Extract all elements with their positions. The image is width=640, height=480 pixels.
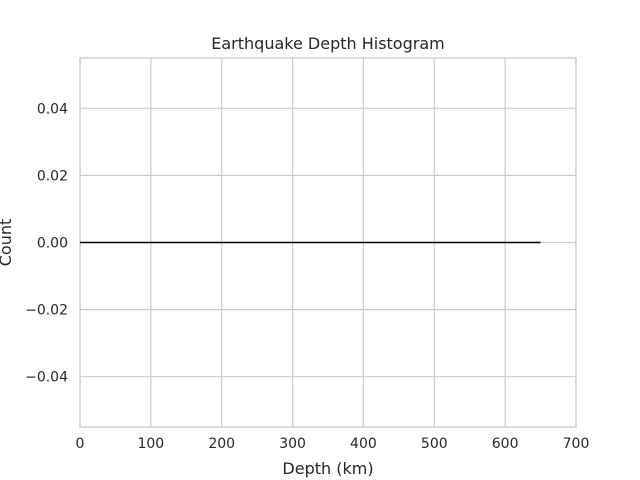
x-tick-label: 400 (350, 436, 377, 452)
x-tick-label: 100 (137, 436, 164, 452)
y-tick-label: −0.04 (25, 370, 68, 386)
x-tick-label: 0 (76, 436, 85, 452)
x-tick-label: 300 (279, 436, 306, 452)
y-axis-label: Count (0, 219, 15, 267)
y-tick-label: 0.00 (37, 236, 68, 252)
y-tick-label: −0.02 (25, 303, 68, 319)
y-tick-labels: −0.04 −0.02 0.00 0.02 0.04 (25, 101, 68, 385)
chart-title: Earthquake Depth Histogram (211, 34, 444, 53)
x-tick-label: 700 (563, 436, 590, 452)
x-axis-label: Depth (km) (282, 459, 373, 478)
x-tick-label: 600 (492, 436, 519, 452)
y-tick-label: 0.02 (37, 168, 68, 184)
x-tick-label: 500 (421, 436, 448, 452)
y-tick-label: 0.04 (37, 101, 68, 117)
x-tick-labels: 0 100 200 300 400 500 600 700 (76, 436, 590, 452)
x-tick-label: 200 (208, 436, 235, 452)
